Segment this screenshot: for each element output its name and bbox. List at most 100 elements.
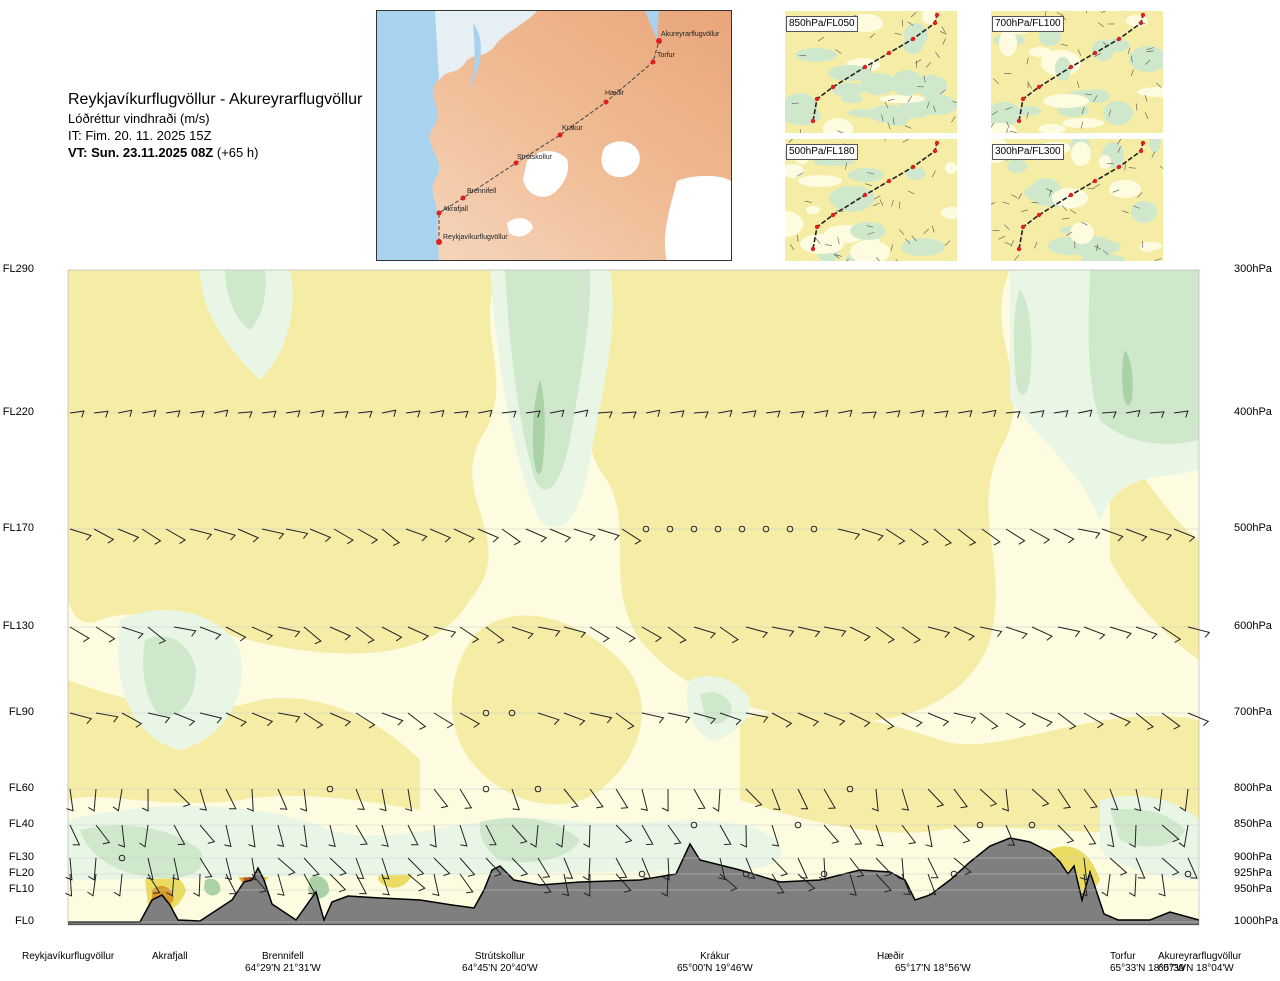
calm-wind-marker xyxy=(326,785,334,793)
wind-barb xyxy=(818,857,826,881)
mini-map-wind-barb xyxy=(867,232,875,235)
wind-barb xyxy=(225,873,237,895)
wind-barb xyxy=(407,712,427,730)
route-point-akureyri xyxy=(656,38,662,44)
wind-barb xyxy=(329,712,352,727)
wind-barb xyxy=(199,857,213,878)
wind-barb xyxy=(261,410,277,418)
mini-map-wind-barb xyxy=(1136,192,1143,198)
mini-map-wind-barb xyxy=(992,230,1000,232)
mini-map-field-patch xyxy=(850,222,886,240)
wind-barb xyxy=(459,712,481,728)
wind-barb xyxy=(69,712,93,725)
station-label: Torfur 65°33'N 18°07'W xyxy=(1110,951,1186,974)
wind-barb xyxy=(563,857,574,879)
wind-barb xyxy=(621,528,642,545)
mini-map-wind-barb xyxy=(904,125,912,129)
mini-map-route-point xyxy=(814,224,820,230)
calm-wind-marker xyxy=(118,854,126,862)
mini-map-wind-barb xyxy=(931,225,935,233)
pressure-level-label: 600hPa xyxy=(1234,620,1272,632)
map-label-reykjavik: Reykjavíkurflugvöllur xyxy=(443,234,508,241)
wind-barb xyxy=(875,857,893,877)
station-label: Akureyrarflugvöllur 65°39'N 18°04'W xyxy=(1158,951,1242,974)
wind-barb xyxy=(309,528,332,543)
wind-barb xyxy=(453,528,475,543)
wind-barb xyxy=(741,410,757,418)
wind-barb xyxy=(251,712,274,727)
wind-barb xyxy=(381,712,404,726)
wind-barb xyxy=(246,788,254,812)
mini-map-route-point xyxy=(932,148,938,154)
mini-map-wind-barb xyxy=(1093,95,1098,102)
wind-barb xyxy=(248,824,256,848)
mini-map-field-patch xyxy=(922,11,936,24)
wind-barb xyxy=(261,528,285,540)
mini-map-wind-barb xyxy=(865,183,873,187)
wind-barb xyxy=(693,712,717,725)
calm-wind-marker xyxy=(976,821,984,829)
wind-barb xyxy=(979,712,999,730)
mini-map-wind-barb xyxy=(1010,240,1014,247)
wind-barb xyxy=(589,788,604,809)
wind-barb xyxy=(433,788,449,809)
mini-map-wind-barb xyxy=(869,33,876,39)
wind-barb xyxy=(381,824,389,847)
wind-barb xyxy=(485,824,497,846)
wind-barb xyxy=(1161,857,1180,876)
wind-barb xyxy=(797,626,821,638)
wind-barb xyxy=(909,409,925,418)
mini-map-wind-barb xyxy=(1130,69,1134,77)
wind-barb xyxy=(95,712,119,723)
wind-barb xyxy=(251,873,268,893)
flight-level-label: FL220 xyxy=(2,406,34,418)
wind-barb xyxy=(173,824,186,845)
station-label: Krákur 65°00'N 19°46'W xyxy=(677,951,753,974)
wind-barb xyxy=(1173,410,1189,418)
mini-map-wind-barb xyxy=(1151,151,1156,158)
wind-barb xyxy=(113,873,123,897)
wind-barb xyxy=(477,528,500,543)
wind-barb xyxy=(927,857,939,879)
wind-barb xyxy=(953,857,972,876)
wind-barb xyxy=(329,873,347,893)
wind-barb xyxy=(693,411,709,419)
mini-map-field-patch xyxy=(832,190,872,212)
mini-map-field-patch xyxy=(1137,87,1163,97)
mini-map-wind-barb xyxy=(1009,131,1017,133)
wind-barb xyxy=(981,528,1001,546)
wind-barb xyxy=(1083,712,1104,729)
wind-barb xyxy=(237,411,253,419)
wind-barb xyxy=(1173,528,1196,542)
mini-map-label: 700hPa/FL100 xyxy=(992,16,1064,32)
wind-barb xyxy=(640,788,648,811)
vertical-velocity-field xyxy=(68,270,1199,925)
sea-area xyxy=(377,11,448,260)
mini-map-label: 850hPa/FL050 xyxy=(786,16,858,32)
wind-barb xyxy=(1149,528,1173,541)
wind-barb xyxy=(771,873,785,894)
pressure-level-label: 850hPa xyxy=(1234,818,1272,830)
wind-barb xyxy=(381,626,403,642)
station-label: Reykjavíkurflugvöllur xyxy=(22,951,115,962)
mini-map-wind-barb xyxy=(1159,165,1163,170)
wind-barb xyxy=(861,411,877,419)
wind-barb xyxy=(597,528,620,541)
mini-map-field-patch xyxy=(1070,222,1094,244)
mini-map-wind-barb xyxy=(917,86,925,88)
mini-map-field-patch xyxy=(1052,188,1088,208)
wind-barb xyxy=(405,410,421,418)
wind-barb xyxy=(1125,528,1148,542)
wind-barb xyxy=(1083,824,1097,845)
wind-barb xyxy=(981,409,997,417)
mini-map-wind-barb xyxy=(1048,189,1052,197)
wind-barb xyxy=(1179,788,1189,812)
mini-map-label: 500hPa/FL180 xyxy=(786,144,858,160)
route-map: Reykjavíkurflugvöllur Akrafjall Brennife… xyxy=(376,10,732,261)
map-label-strutskollur: Strútskollur xyxy=(517,154,553,161)
mini-map-field-patch xyxy=(915,75,947,97)
mini-map-wind-barb xyxy=(879,199,884,206)
wind-barb xyxy=(459,857,476,877)
mini-map-wind-barb xyxy=(845,162,848,170)
mini-map-wind-barb xyxy=(866,225,874,228)
